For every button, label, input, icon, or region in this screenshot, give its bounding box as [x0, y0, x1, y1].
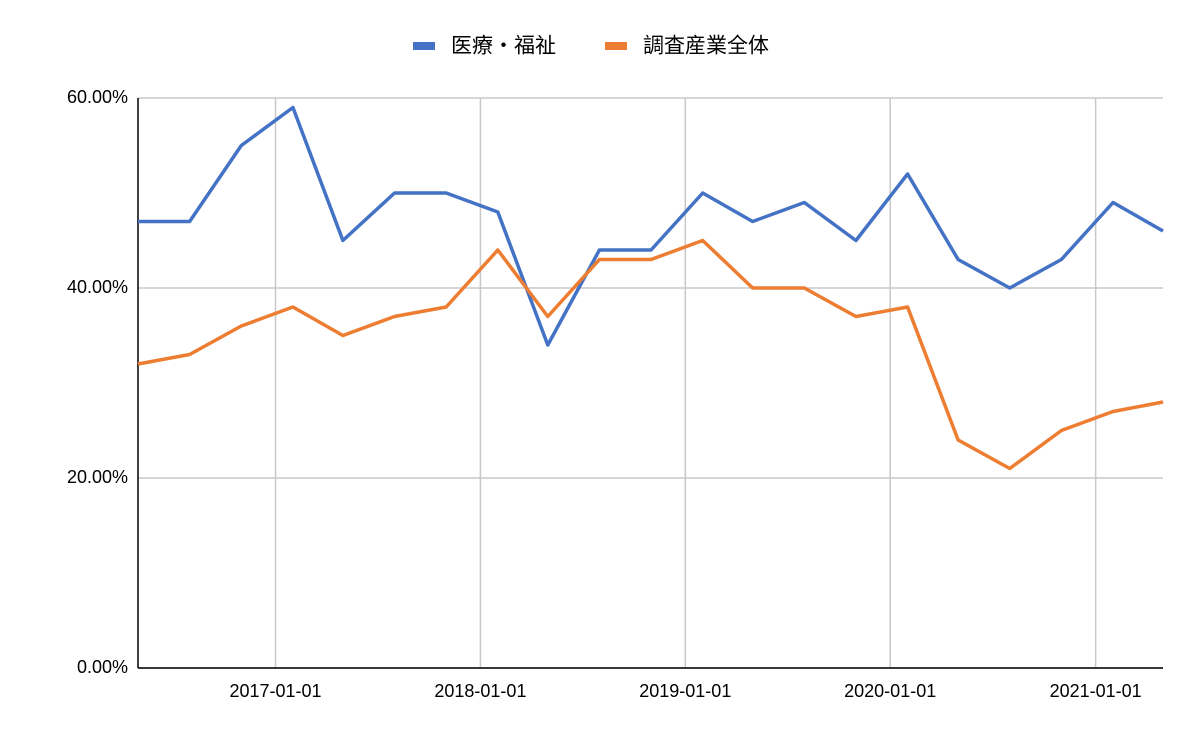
- legend-marker: [605, 42, 627, 50]
- y-tick-label: 60.00%: [67, 87, 128, 107]
- legend-label: 調査産業全体: [643, 35, 769, 58]
- y-tick-label: 20.00%: [67, 467, 128, 487]
- legend-marker: [413, 42, 435, 50]
- legend-label: 医療・福祉: [451, 35, 556, 58]
- y-tick-label: 40.00%: [67, 277, 128, 297]
- x-tick-label: 2021-01-01: [1050, 681, 1142, 701]
- x-tick-label: 2019-01-01: [639, 681, 731, 701]
- y-tick-label: 0.00%: [77, 657, 128, 677]
- data-line: [137, 238, 1164, 471]
- data-line: [138, 105, 1164, 347]
- x-tick-label: 2018-01-01: [434, 681, 526, 701]
- x-tick-label: 2020-01-01: [844, 681, 936, 701]
- x-tick-label: 2017-01-01: [229, 681, 321, 701]
